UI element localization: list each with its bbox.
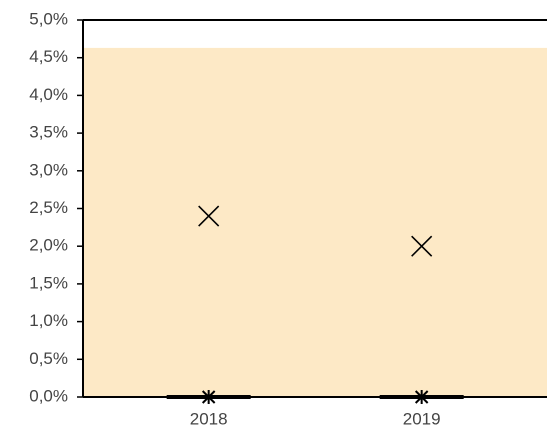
- y-tick-label: 0,0%: [29, 386, 68, 405]
- y-tick-label: 3,0%: [29, 160, 68, 179]
- shaded-band: [83, 47, 547, 397]
- y-tick-label: 5,0%: [29, 9, 68, 28]
- y-tick-label: 4,5%: [29, 47, 68, 66]
- y-tick-label: 1,5%: [29, 273, 68, 292]
- y-tick-label: 4,0%: [29, 85, 68, 104]
- x-tick-label: 2018: [190, 409, 228, 428]
- x-marker: [411, 235, 433, 257]
- y-tick-label: 2,0%: [29, 236, 68, 255]
- x-tick-label: 2019: [403, 409, 441, 428]
- asterisk-marker: [201, 390, 216, 404]
- y-tick-label: 3,5%: [29, 123, 68, 142]
- y-tick-label: 2,5%: [29, 198, 68, 217]
- y-tick-label: 1,0%: [29, 311, 68, 330]
- asterisk-marker: [414, 390, 429, 404]
- y-tick-label: 0,5%: [29, 349, 68, 368]
- x-marker: [198, 205, 220, 227]
